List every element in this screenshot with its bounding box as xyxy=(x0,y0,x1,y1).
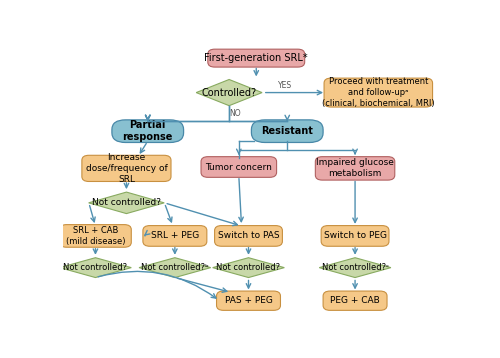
Text: PAS + PEG: PAS + PEG xyxy=(224,296,272,305)
FancyBboxPatch shape xyxy=(60,224,132,247)
Text: Increase
dose/frequency of
SRL: Increase dose/frequency of SRL xyxy=(86,153,168,184)
FancyBboxPatch shape xyxy=(143,226,207,246)
FancyBboxPatch shape xyxy=(324,78,432,107)
Text: Switch to PAS: Switch to PAS xyxy=(218,231,280,241)
FancyBboxPatch shape xyxy=(216,291,280,310)
FancyBboxPatch shape xyxy=(208,49,304,67)
Text: Controlled?: Controlled? xyxy=(202,88,256,98)
FancyBboxPatch shape xyxy=(321,226,389,246)
FancyBboxPatch shape xyxy=(201,157,276,177)
FancyBboxPatch shape xyxy=(316,157,395,180)
FancyBboxPatch shape xyxy=(82,155,171,182)
Polygon shape xyxy=(139,258,210,277)
FancyBboxPatch shape xyxy=(252,120,323,142)
Polygon shape xyxy=(196,79,262,106)
Text: NO: NO xyxy=(229,108,241,117)
Polygon shape xyxy=(60,258,132,277)
Text: YES: YES xyxy=(278,81,292,90)
Text: Tumor concern: Tumor concern xyxy=(206,163,272,171)
Text: SRL + PEG: SRL + PEG xyxy=(151,231,199,241)
Text: SRL + CAB
(mild disease): SRL + CAB (mild disease) xyxy=(66,226,125,246)
Text: Not controlled?: Not controlled? xyxy=(92,198,161,207)
FancyBboxPatch shape xyxy=(112,120,184,142)
Text: Not controlled?ᶜ: Not controlled?ᶜ xyxy=(322,263,388,272)
Text: Proceed with treatment
and follow-upᵃ
(clinical, biochemical, MRI): Proceed with treatment and follow-upᵃ (c… xyxy=(322,77,434,108)
Text: Switch to PEG: Switch to PEG xyxy=(324,231,386,241)
Text: Impaired glucose
metabolism: Impaired glucose metabolism xyxy=(316,158,394,178)
Polygon shape xyxy=(212,258,284,277)
FancyBboxPatch shape xyxy=(214,226,282,246)
Text: Not controlled?: Not controlled? xyxy=(64,263,128,272)
Text: Resistant: Resistant xyxy=(262,126,313,136)
Polygon shape xyxy=(319,258,391,277)
Polygon shape xyxy=(88,192,164,214)
Text: Not controlled?: Not controlled? xyxy=(216,263,280,272)
Text: Not controlled?ᵇ: Not controlled?ᵇ xyxy=(141,263,209,272)
Text: First-generation SRL*: First-generation SRL* xyxy=(204,53,308,63)
FancyBboxPatch shape xyxy=(323,291,387,310)
Text: PEG + CAB: PEG + CAB xyxy=(330,296,380,305)
Text: Partial
response: Partial response xyxy=(122,120,173,142)
